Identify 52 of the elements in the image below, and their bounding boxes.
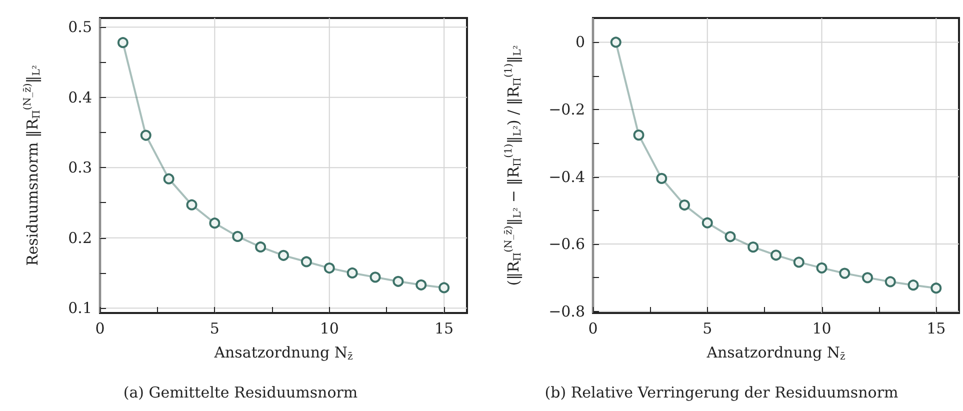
y-tick-label: −0.8 — [548, 302, 585, 320]
y-tick-label: −0.4 — [548, 168, 585, 186]
point — [793, 256, 804, 268]
point — [679, 200, 690, 211]
point — [232, 230, 244, 242]
point — [839, 268, 850, 279]
text: (a) Gemittelte Residuumsnorm — [123, 384, 358, 402]
point — [770, 250, 782, 261]
text: (b) Relative Verringerung der Residuumsnorm — [544, 384, 898, 402]
point — [702, 217, 713, 228]
y-tick-label: 0.1 — [68, 299, 92, 318]
point — [346, 267, 358, 278]
y-tick-label: −0.2 — [548, 100, 585, 118]
point — [186, 199, 198, 210]
x-tick-label: 5 — [210, 320, 220, 338]
point — [278, 250, 289, 261]
point — [163, 173, 174, 184]
x-tick-label: 0 — [95, 320, 105, 338]
point — [908, 280, 919, 291]
x-tick-label: 0 — [588, 320, 598, 338]
x-tick-label: 10 — [320, 320, 339, 338]
point — [416, 279, 427, 290]
y-tick-label: −0.6 — [548, 235, 585, 254]
point — [324, 262, 335, 274]
point — [610, 36, 622, 48]
y-axis-title: Residuumsnorm ‖RΠ(N_z̄)‖L² — [22, 65, 42, 266]
point — [140, 130, 152, 141]
point — [724, 231, 736, 242]
point — [300, 256, 312, 268]
point — [438, 282, 450, 294]
point — [862, 272, 873, 284]
point — [748, 242, 759, 253]
x-tick-label: 5 — [702, 320, 712, 338]
text: (‖RΠ(N_z̄)‖L² − ‖RΠ(1)‖L²) / ‖RΠ(1)‖L² — [504, 45, 524, 286]
point — [656, 172, 668, 184]
point — [392, 276, 404, 287]
y-tick-label: 0.3 — [68, 158, 92, 177]
point — [633, 130, 644, 141]
x-tick-label: 15 — [434, 320, 454, 338]
y-tick-label: 0.2 — [68, 228, 92, 247]
point — [884, 276, 896, 288]
x-tick-label: 10 — [812, 320, 832, 338]
point — [816, 262, 828, 274]
y-tick-label: 0.4 — [68, 88, 92, 106]
y-tick-label: 0 — [575, 33, 585, 52]
point — [930, 282, 942, 294]
point — [255, 241, 266, 252]
point — [209, 218, 220, 229]
y-tick-label: 0.5 — [68, 18, 92, 36]
point — [370, 272, 381, 283]
x-tick-label: 15 — [926, 320, 946, 338]
point — [117, 37, 128, 48]
